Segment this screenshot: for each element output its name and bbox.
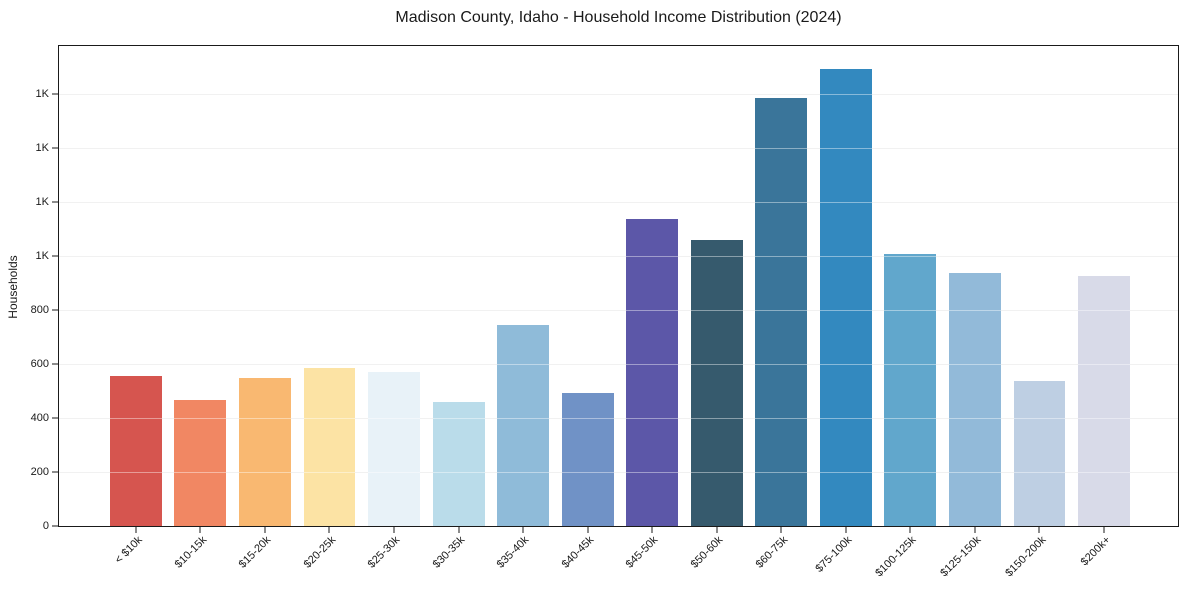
- bar: [109, 376, 162, 526]
- y-tick-label: 200: [30, 466, 49, 478]
- y-tick-mark: [52, 309, 58, 311]
- x-tick-mark: [393, 527, 395, 533]
- x-tick-mark: [716, 527, 718, 533]
- x-tick-label: $10-15k: [172, 534, 209, 571]
- bar: [819, 68, 872, 526]
- y-tick-mark: [52, 147, 58, 149]
- gridline-overlay: [59, 94, 1178, 96]
- x-tick-mark: [1038, 527, 1040, 533]
- bar: [1078, 276, 1130, 526]
- x-tick-mark: [909, 527, 911, 533]
- x-tick-label: $50-60k: [688, 534, 726, 571]
- bar: [690, 240, 743, 526]
- gridline: [59, 94, 1178, 96]
- gridline-overlay: [59, 472, 1178, 473]
- x-tick-label: $75-100k: [813, 534, 855, 575]
- x-tick-label: $200k+: [1078, 534, 1113, 569]
- gridline-overlay: [59, 418, 1178, 419]
- gridline-overlay: [59, 310, 1178, 312]
- gridline-overlay: [59, 256, 1178, 258]
- x-tick-mark: [328, 527, 330, 533]
- gridline: [59, 472, 1178, 473]
- bar: [626, 219, 679, 526]
- x-tick-mark: [522, 527, 524, 533]
- x-tick-mark: [1103, 527, 1105, 533]
- gridline: [59, 418, 1178, 419]
- gridline: [59, 310, 1178, 312]
- y-tick-label: 0: [42, 520, 49, 532]
- gridline: [59, 148, 1178, 150]
- gridline: [59, 202, 1178, 204]
- x-tick-label: $15-20k: [236, 534, 274, 571]
- x-tick-label: $25-30k: [365, 534, 403, 571]
- gridline-overlay: [59, 148, 1178, 150]
- gridline: [59, 256, 1178, 258]
- bar: [238, 377, 291, 526]
- x-tick-mark: [135, 527, 137, 533]
- bar: [1013, 381, 1066, 526]
- x-tick-label: $100-125k: [873, 534, 919, 580]
- x-tick-mark: [780, 527, 782, 533]
- x-tick-label: $150-200k: [1002, 534, 1048, 580]
- y-tick-label: 800: [30, 304, 49, 317]
- bar: [561, 392, 614, 526]
- x-tick-mark: [264, 527, 266, 533]
- y-tick-label: 1K: [35, 196, 49, 209]
- y-tick-mark: [52, 363, 58, 365]
- bar: [948, 272, 1001, 526]
- y-tick-mark: [52, 201, 58, 203]
- y-tick-mark: [52, 255, 58, 257]
- x-tick-label: $40-45k: [559, 534, 597, 571]
- gridline-overlay: [59, 364, 1178, 366]
- y-tick-mark: [52, 471, 58, 473]
- x-tick-label: $20-25k: [301, 534, 338, 571]
- x-tick-label: $45-50k: [624, 534, 661, 571]
- y-tick-mark: [52, 417, 58, 419]
- x-tick-label: $30-35k: [430, 534, 468, 571]
- bar: [368, 372, 420, 526]
- bar: [303, 368, 356, 526]
- bar: [432, 401, 485, 526]
- x-tick-label: $60-75k: [753, 534, 790, 571]
- x-tick-mark: [587, 527, 589, 533]
- y-tick-label: 1K: [35, 142, 49, 155]
- y-axis-label: Households: [6, 255, 20, 319]
- x-tick-mark: [974, 527, 976, 533]
- gridline-overlay: [59, 202, 1178, 204]
- x-tick-mark: [458, 527, 460, 533]
- plot-area: 0 200 400 600 800 1K 1K 1K 1K < $10k $10-15k $15-20…: [31, 45, 1179, 579]
- bar: [755, 97, 808, 526]
- x-tick-label: < $10k: [112, 534, 145, 567]
- x-tick-label: $35-40k: [495, 534, 532, 571]
- bar: [884, 254, 937, 526]
- bar: [497, 324, 550, 526]
- y-tick-label: 1K: [35, 250, 49, 263]
- y-tick-mark: [52, 93, 58, 95]
- x-tick-mark: [199, 527, 201, 533]
- x-tick-mark: [845, 527, 847, 533]
- y-tick-label: 400: [30, 412, 49, 424]
- chart-title: Madison County, Idaho - Household Income…: [395, 9, 842, 26]
- y-tick-label: 600: [30, 358, 49, 371]
- bar: [174, 399, 227, 526]
- y-tick-label: 1K: [35, 88, 49, 101]
- x-tick-mark: [651, 527, 653, 533]
- y-tick-mark: [52, 525, 58, 527]
- gridline: [59, 364, 1178, 366]
- x-tick-label: $125-150k: [938, 534, 984, 580]
